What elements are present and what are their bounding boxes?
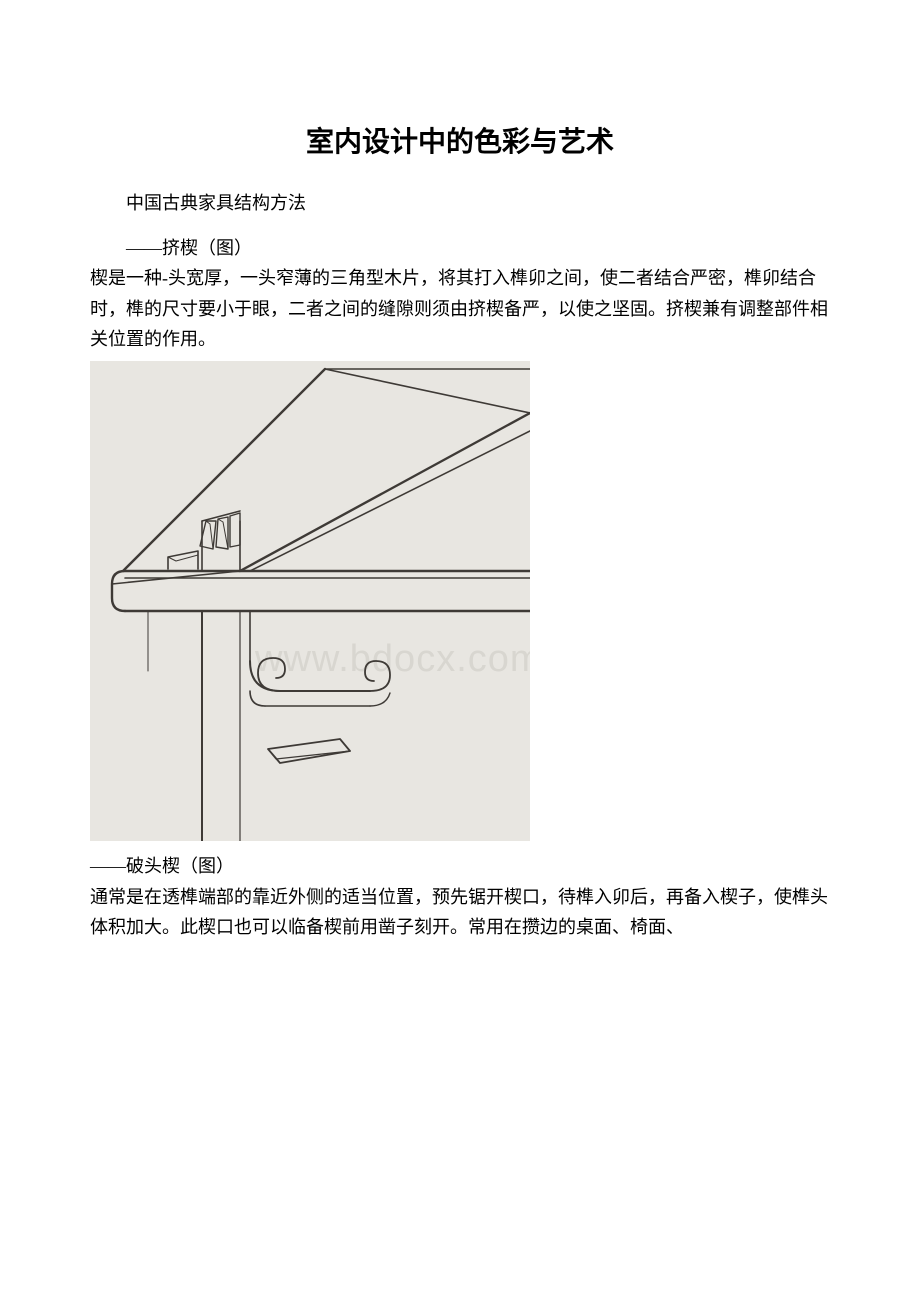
section-2-body: 通常是在透榫端部的靠近外侧的适当位置，预先锯开楔口，待榫入卯后，再备入楔子，使榫… bbox=[90, 882, 830, 943]
page: 室内设计中的色彩与艺术 中国古典家具结构方法 ——挤楔（图） 楔是一种-头宽厚，… bbox=[0, 0, 920, 1003]
section-2-heading: ——破头楔（图） bbox=[90, 851, 830, 882]
section-1-body: 楔是一种-头宽厚，一头窄薄的三角型木片，将其打入榫卯之间，使二者结合严密，榫卯结… bbox=[90, 263, 830, 355]
spacer bbox=[90, 219, 830, 233]
subtitle-line: 中国古典家具结构方法 bbox=[90, 188, 830, 219]
document-title: 室内设计中的色彩与艺术 bbox=[90, 120, 830, 160]
wedge-joint-figure: www.bdocx.com bbox=[90, 361, 530, 841]
section-1-heading: ——挤楔（图） bbox=[90, 233, 830, 264]
figure-container: www.bdocx.com bbox=[90, 361, 830, 841]
watermark-text: www.bdocx.com bbox=[254, 638, 530, 680]
